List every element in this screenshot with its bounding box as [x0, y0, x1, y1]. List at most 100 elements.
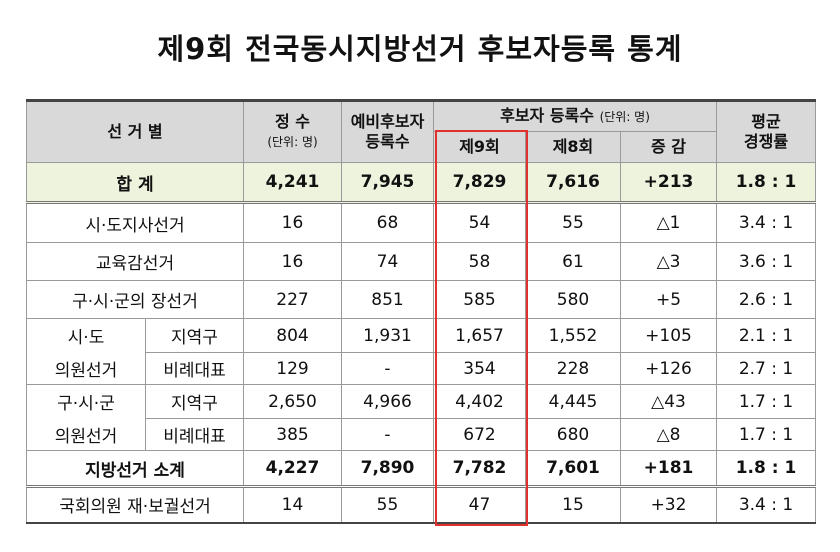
cell-change: +32 — [619, 486, 718, 523]
cell-prelim: - — [341, 418, 434, 451]
header-change: 증 감 — [619, 131, 718, 163]
cell-ratio: 1.7 : 1 — [716, 384, 817, 419]
row-label: 시·도지사선거 — [26, 202, 244, 243]
cell-9th: 58 — [433, 242, 526, 281]
header-ratio-label: 평균 — [751, 112, 781, 131]
cell-8th: 580 — [525, 280, 621, 319]
cell-ratio: 2.6 : 1 — [716, 280, 817, 319]
cell-prelim: 4,966 — [341, 384, 434, 419]
row-label: 비례대표 — [145, 418, 244, 451]
header-seats: 정 수 (단위: 명) — [243, 100, 342, 163]
header-seats-label: 정 수 — [274, 112, 310, 131]
cell-prelim: 68 — [341, 202, 434, 243]
group-label-city: 구·시·군 — [26, 384, 146, 419]
cell-9th: 585 — [433, 280, 526, 319]
cell-ratio: 3.6 : 1 — [716, 242, 817, 281]
cell-ratio: 1.8 : 1 — [716, 450, 817, 488]
cell-9th: 47 — [433, 486, 526, 523]
table-row: 의원선거 비례대표 129 - 354 228 +126 2.7 : 1 — [26, 352, 817, 385]
cell-9th: 672 — [433, 418, 526, 451]
header-9th: 제9회 — [433, 131, 526, 163]
table-row-subtotal: 지방선거 소계 4,227 7,890 7,782 7,601 +181 1.8… — [26, 450, 817, 488]
cell-seats: 16 — [243, 202, 342, 243]
cell-seats: 4,227 — [243, 450, 342, 488]
header-prelim-label2: 등록수 — [365, 132, 410, 151]
table-row: 구·시·군의 장선거 227 851 585 580 +5 2.6 : 1 — [26, 280, 817, 319]
table-row: 시·도 지역구 804 1,931 1,657 1,552 +105 2.1 :… — [26, 318, 817, 353]
cell-change: △8 — [619, 418, 718, 451]
row-label: 국회의원 재·보궐선거 — [26, 486, 244, 523]
cell-8th: 7,616 — [525, 162, 621, 204]
cell-seats: 385 — [243, 418, 342, 451]
header-registered-label: 후보자 등록수 — [500, 106, 594, 125]
cell-9th: 7,829 — [433, 162, 526, 204]
header-8th: 제8회 — [525, 131, 621, 163]
cell-change: △1 — [619, 202, 718, 243]
cell-ratio: 2.1 : 1 — [716, 318, 817, 353]
header-prelim-label: 예비후보자 — [350, 112, 425, 131]
group-label-city-2: 의원선거 — [26, 418, 146, 451]
table-row: 국회의원 재·보궐선거 14 55 47 15 +32 3.4 : 1 — [26, 486, 817, 523]
cell-8th: 680 — [525, 418, 621, 451]
cell-8th: 15 — [525, 486, 621, 523]
cell-prelim: 74 — [341, 242, 434, 281]
cell-change: +126 — [619, 352, 718, 385]
header-ratio-label2: 경쟁률 — [743, 132, 789, 151]
document-title: 제9회 전국동시지방선거 후보자등록 통계 — [157, 32, 683, 66]
row-label: 지역구 — [145, 384, 244, 419]
cell-seats: 227 — [243, 280, 342, 319]
cell-seats: 2,650 — [243, 384, 342, 419]
header-prelim: 예비후보자 등록수 — [341, 100, 434, 163]
cell-ratio: 2.7 : 1 — [716, 352, 817, 385]
table-row-total: 합 계 4,241 7,945 7,829 7,616 +213 1.8 : 1 — [26, 162, 817, 204]
row-label: 비례대표 — [145, 352, 244, 385]
cell-9th: 354 — [433, 352, 526, 385]
table-row: 구·시·군 지역구 2,650 4,966 4,402 4,445 △43 1.… — [26, 384, 817, 419]
cell-change: +105 — [619, 318, 718, 353]
table-row: 의원선거 비례대표 385 - 672 680 △8 1.7 : 1 — [26, 418, 817, 451]
cell-9th: 1,657 — [433, 318, 526, 353]
cell-ratio: 3.4 : 1 — [716, 486, 817, 523]
cell-seats: 16 — [243, 242, 342, 281]
cell-ratio: 1.8 : 1 — [716, 162, 817, 204]
group-label-prov: 시·도 — [26, 318, 146, 353]
cell-9th: 54 — [433, 202, 526, 243]
cell-prelim: - — [341, 352, 434, 385]
group-label-prov-2: 의원선거 — [26, 352, 146, 385]
cell-change: +213 — [619, 162, 718, 204]
cell-8th: 55 — [525, 202, 621, 243]
cell-8th: 7,601 — [525, 450, 621, 488]
cell-change: △3 — [619, 242, 718, 281]
header-election-type: 선 거 별 — [26, 100, 244, 163]
header-registered: 후보자 등록수 (단위: 명) — [432, 100, 718, 132]
cell-8th: 228 — [525, 352, 621, 385]
row-label: 교육감선거 — [26, 242, 244, 281]
cell-8th: 1,552 — [525, 318, 621, 353]
cell-9th: 4,402 — [433, 384, 526, 419]
row-label: 지방선거 소계 — [26, 450, 244, 488]
header-seats-unit: (단위: 명) — [267, 135, 318, 149]
cell-prelim: 851 — [341, 280, 434, 319]
row-label: 지역구 — [145, 318, 244, 353]
cell-change: △43 — [619, 384, 718, 419]
table-row: 교육감선거 16 74 58 61 △3 3.6 : 1 — [26, 242, 817, 281]
header-ratio: 평균 경쟁률 — [716, 100, 817, 163]
row-label: 구·시·군의 장선거 — [26, 280, 244, 319]
cell-change: +181 — [619, 450, 718, 488]
cell-prelim: 55 — [341, 486, 434, 523]
cell-ratio: 3.4 : 1 — [716, 202, 817, 243]
cell-ratio: 1.7 : 1 — [716, 418, 817, 451]
cell-seats: 4,241 — [243, 162, 342, 204]
cell-change: +5 — [619, 280, 718, 319]
row-label: 합 계 — [26, 162, 244, 204]
cell-seats: 129 — [243, 352, 342, 385]
candidate-registration-table: 선 거 별 정 수 (단위: 명) 예비후보자 등록수 후보자 등록수 (단위:… — [26, 99, 817, 524]
cell-prelim: 1,931 — [341, 318, 434, 353]
cell-8th: 61 — [525, 242, 621, 281]
cell-8th: 4,445 — [525, 384, 621, 419]
table-row: 시·도지사선거 16 68 54 55 △1 3.4 : 1 — [26, 202, 817, 243]
cell-9th: 7,782 — [433, 450, 526, 488]
cell-prelim: 7,945 — [341, 162, 434, 204]
cell-seats: 14 — [243, 486, 342, 523]
header-registered-unit: (단위: 명) — [599, 110, 650, 124]
